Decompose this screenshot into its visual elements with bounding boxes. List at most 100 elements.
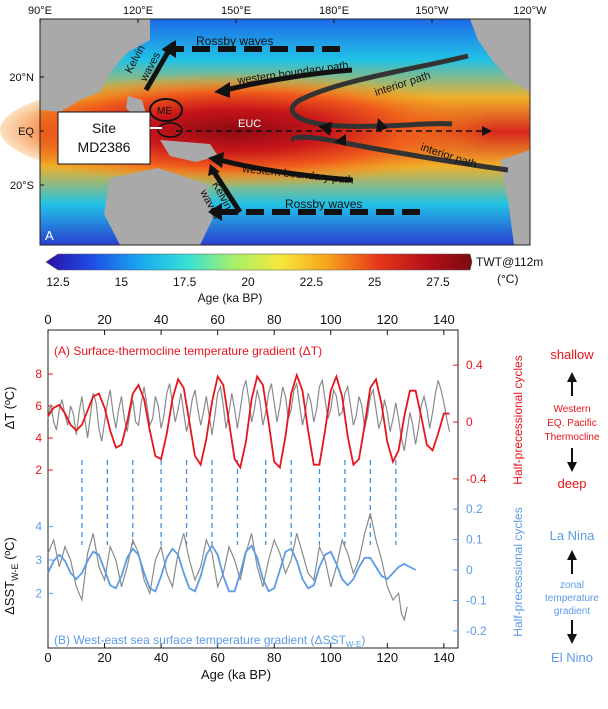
kelvin-south-arrow xyxy=(211,170,243,214)
map-lat-tick-label: 20°N xyxy=(9,72,34,84)
panel-a-left-tick-label: 8 xyxy=(35,367,42,381)
panel-b-title-end: ) xyxy=(361,633,365,647)
map-lat-tick-label: EQ xyxy=(18,126,34,138)
side-deep: deep xyxy=(558,476,587,491)
x-tick-label-bottom: 20 xyxy=(97,650,111,665)
panel-b-left-tick-label: 2 xyxy=(35,586,42,600)
side-zonal-1: zonal xyxy=(560,580,584,591)
colorbar-bar xyxy=(45,253,473,271)
x-tick-label-bottom: 60 xyxy=(210,650,224,665)
map-lon-tick-label: 150°W xyxy=(415,5,449,17)
panel-b-right-tick-label: 0 xyxy=(466,563,473,577)
site-box xyxy=(57,111,151,165)
map-panel: Rossby waves Rossby waves Kelvin waves K… xyxy=(0,18,531,246)
panel-a-y-label: ΔT (ºC) xyxy=(2,387,17,430)
panel-b-y-label-main: ΔSST xyxy=(2,581,17,615)
x-tick-label-bottom: 140 xyxy=(433,650,455,665)
panel-b-right-tick-label: -0.2 xyxy=(466,624,487,638)
colorbar-tick-label: 27.5 xyxy=(426,275,450,289)
map-lat-ticks: 20°N EQ 20°S xyxy=(9,72,44,192)
map-lon-tick-label: 120°W xyxy=(513,5,547,17)
map-lon-tick-label: 120°E xyxy=(123,5,153,17)
panel-b-right-tick-label: -0.1 xyxy=(466,593,487,607)
ts-frame xyxy=(47,329,459,649)
map-new-guinea-land xyxy=(160,140,218,162)
panel-b-record-line xyxy=(47,513,408,622)
panel-a-left-tick-label: 2 xyxy=(35,463,42,477)
x-tick-label-bottom: 120 xyxy=(376,650,398,665)
interior-north-path xyxy=(289,53,469,129)
x-tick-label-bottom: 40 xyxy=(154,650,168,665)
map-lat-tick-label: 20°S xyxy=(10,180,34,192)
x-tick-label-top: 40 xyxy=(154,312,168,327)
site-label-2: MD2386 xyxy=(78,139,131,155)
bottom-axis-title: Age (ka BP) xyxy=(201,667,271,682)
colorbar-unit: (°C) xyxy=(497,272,518,286)
map-america-land xyxy=(470,19,530,92)
map-frame xyxy=(39,18,531,246)
me-label: ME xyxy=(157,106,172,117)
kelvin-north-arrowhead xyxy=(162,42,174,56)
site-label-1: Site xyxy=(92,120,116,136)
rossby-top-label: Rossby waves xyxy=(196,34,273,48)
colorbar-tick-label: 20 xyxy=(241,275,255,289)
colorbar-tick-label: 12.5 xyxy=(46,275,70,289)
map-australia-land xyxy=(104,168,214,245)
x-tick-label-top: 60 xyxy=(210,312,224,327)
panel-b-y-label-unit: (ºC) xyxy=(2,537,17,563)
map-asia-land xyxy=(40,19,150,112)
rossby-bottom-arrowhead xyxy=(208,203,222,221)
colorbar-tick-label: 25 xyxy=(368,275,382,289)
x-ticks-top: 0 20 40 60 80 100 120 140 xyxy=(44,312,455,335)
map-lon-ticks: 90°E 120°E 150°E 180°E 150°W 120°W xyxy=(28,5,547,23)
side-zonal-2: temperature xyxy=(545,593,599,604)
x-tick-label-top: 0 xyxy=(44,312,51,327)
side-annotations: shallow Western EQ. Pacific Thermocline … xyxy=(544,347,599,665)
x-tick-label-top: 120 xyxy=(376,312,398,327)
panel-b-title-main: (B) West-east sea surface temperature gr… xyxy=(54,633,347,647)
panel-b-left-tick-label: 3 xyxy=(35,553,42,567)
colorbar-tick-label: 22.5 xyxy=(300,275,324,289)
kelvin-south-arrowhead xyxy=(208,164,220,176)
wbp-north-arrow xyxy=(225,67,353,93)
colorbar-label: TWT@112m xyxy=(476,255,543,269)
x-tick-label-top: 80 xyxy=(267,312,281,327)
panel-b-right-ticks: -0.2 -0.1 0 0.1 0.2 xyxy=(453,502,487,638)
side-la-nina: La Nina xyxy=(550,528,596,543)
panel-b-cycle-line xyxy=(47,544,417,593)
euc-arrowhead xyxy=(482,126,492,136)
interior-south-path xyxy=(290,134,509,173)
side-el-nino: El Nino xyxy=(551,650,593,665)
guide-lines xyxy=(81,460,397,545)
me-ellipse xyxy=(149,98,183,122)
top-axis-title: Age (ka BP) xyxy=(198,291,263,305)
map-south-america-land xyxy=(500,150,530,245)
time-series-panel: Age (ka BP) Age (ka BP) 0 20 40 60 80 100 120 1… xyxy=(2,291,525,682)
wbp-south-arrow xyxy=(219,157,353,183)
map-lon-tick-label: 180°E xyxy=(319,5,349,17)
panel-a-cycle-line xyxy=(47,372,450,470)
x-tick-label-bottom: 80 xyxy=(267,650,281,665)
colorbar: 12.5 15 17.5 20 22.5 25 27.5 TWT@112m (°C) xyxy=(45,253,543,289)
wbp-north-arrowhead xyxy=(214,82,230,98)
panel-b-y-label: ΔSSTW-E (ºC) xyxy=(2,537,20,615)
map-lon-tick-label: 90°E xyxy=(28,5,52,17)
panel-a-right-label: Half-precessional cycles xyxy=(511,355,525,484)
x-tick-label-top: 140 xyxy=(433,312,455,327)
panel-a-right-tick-label: 0 xyxy=(466,415,473,429)
panel-a-left-ticks: 2 4 6 8 xyxy=(35,367,53,477)
euc-label: EUC xyxy=(238,118,261,130)
interior-north-arrowhead xyxy=(376,118,388,132)
panel-b-right-tick-label: 0.1 xyxy=(466,533,483,547)
panel-a-right-tick-label: 0.4 xyxy=(466,358,483,372)
side-western-1: Western xyxy=(553,404,590,415)
x-tick-label-bottom: 0 xyxy=(44,650,51,665)
side-shallow: shallow xyxy=(550,347,594,362)
panel-a-title: (A) Surface-thermocline temperature grad… xyxy=(54,344,322,358)
x-tick-label-bottom: 100 xyxy=(320,650,342,665)
x-tick-label-top: 20 xyxy=(97,312,111,327)
map-lon-tick-label: 150°E xyxy=(221,5,251,17)
euc-mid-marker xyxy=(318,122,332,136)
colorbar-ticks: 12.5 15 17.5 20 22.5 25 27.5 xyxy=(46,275,450,289)
wbp-south-arrowhead xyxy=(208,152,224,168)
